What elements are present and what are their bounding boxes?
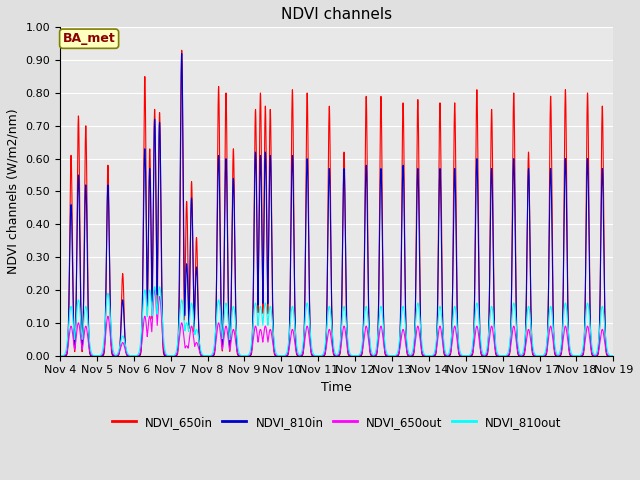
- Legend: NDVI_650in, NDVI_810in, NDVI_650out, NDVI_810out: NDVI_650in, NDVI_810in, NDVI_650out, NDV…: [107, 411, 566, 433]
- NDVI_650in: [492, 351, 500, 357]
- NDVI_810out: [413, 302, 421, 308]
- NDVI_650out: [175, 344, 182, 350]
- NDVI_650in: [178, 48, 186, 53]
- Line: NDVI_650out: NDVI_650out: [60, 290, 613, 356]
- NDVI_810out: [175, 330, 182, 336]
- Title: NDVI channels: NDVI channels: [281, 7, 392, 22]
- NDVI_650in: [413, 131, 421, 136]
- NDVI_810out: [56, 353, 64, 359]
- NDVI_810out: [608, 353, 616, 359]
- Y-axis label: NDVI channels (W/m2/nm): NDVI channels (W/m2/nm): [7, 108, 20, 274]
- NDVI_810out: [264, 315, 271, 321]
- NDVI_650in: [169, 353, 177, 359]
- NDVI_810in: [413, 185, 421, 191]
- NDVI_650out: [169, 353, 177, 359]
- NDVI_650out: [492, 349, 500, 355]
- Text: BA_met: BA_met: [63, 32, 115, 45]
- NDVI_810in: [492, 349, 500, 355]
- NDVI_650out: [151, 287, 159, 293]
- NDVI_810in: [264, 265, 271, 271]
- Line: NDVI_650in: NDVI_650in: [60, 50, 613, 356]
- Line: NDVI_810in: NDVI_810in: [60, 54, 613, 356]
- NDVI_810in: [175, 328, 182, 334]
- NDVI_650in: [130, 353, 138, 359]
- X-axis label: Time: Time: [321, 381, 352, 394]
- NDVI_810in: [178, 51, 186, 57]
- NDVI_810in: [56, 353, 64, 359]
- NDVI_810out: [151, 284, 159, 289]
- NDVI_650out: [609, 353, 617, 359]
- NDVI_810in: [609, 353, 617, 359]
- NDVI_650in: [609, 353, 617, 359]
- NDVI_650in: [264, 270, 271, 276]
- NDVI_810in: [608, 353, 616, 359]
- NDVI_810out: [492, 341, 500, 347]
- NDVI_650out: [608, 353, 616, 359]
- NDVI_650in: [608, 353, 616, 359]
- NDVI_810out: [130, 353, 138, 359]
- NDVI_810in: [169, 353, 177, 359]
- NDVI_650out: [264, 334, 271, 340]
- NDVI_650in: [175, 341, 182, 347]
- NDVI_810in: [130, 353, 138, 359]
- NDVI_650out: [413, 325, 421, 331]
- Line: NDVI_810out: NDVI_810out: [60, 287, 613, 356]
- NDVI_650out: [56, 353, 64, 359]
- NDVI_650out: [204, 353, 211, 359]
- NDVI_810out: [169, 353, 177, 359]
- NDVI_810out: [609, 353, 617, 359]
- NDVI_650in: [56, 353, 64, 359]
